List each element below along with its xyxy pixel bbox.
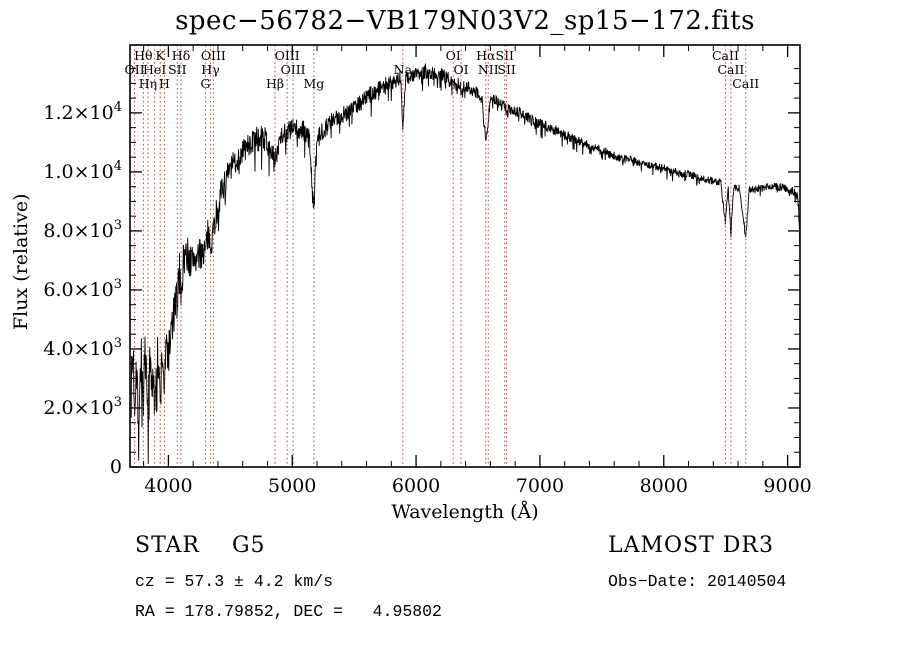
obs-date-value: Obs−Date: 20140504: [608, 572, 787, 591]
y-tick-label: 0: [110, 456, 122, 478]
x-axis-label: Wavelength (Å): [391, 501, 539, 523]
feature-label: Na: [394, 62, 413, 77]
feature-label: Hδ: [172, 48, 190, 63]
cz-value: cz = 57.3 ± 4.2 km/s: [135, 572, 334, 591]
feature-label: CaII: [712, 48, 739, 63]
x-tick-label: 9000: [763, 475, 811, 497]
feature-label: OII: [125, 62, 145, 77]
feature-label: NII: [478, 62, 499, 77]
feature-label: Hη: [139, 76, 157, 91]
plot-frame: [129, 44, 801, 468]
x-tick-label: 8000: [640, 475, 688, 497]
y-tick-label: 2.0×103: [43, 395, 122, 419]
y-tick-label: 6.0×103: [43, 277, 122, 301]
feature-label: CaII: [717, 62, 744, 77]
x-tick-label: 7000: [516, 475, 564, 497]
y-tick-label: 4.0×103: [43, 336, 122, 360]
y-axis-label: Flux (relative): [10, 193, 32, 331]
feature-label: Hα: [476, 48, 496, 63]
x-tick-label: 4000: [144, 475, 192, 497]
feature-label: Hβ: [266, 76, 284, 91]
feature-label: Mg: [304, 76, 325, 91]
feature-label: SII: [497, 62, 516, 77]
feature-label: G: [201, 76, 211, 91]
feature-label: OI: [446, 48, 461, 63]
feature-label: OIII: [281, 62, 306, 77]
y-tick-label: 1.2×104: [43, 100, 122, 124]
feature-label: OIII: [201, 48, 226, 63]
feature-label: Hγ: [201, 62, 219, 77]
y-tick-label: 1.0×104: [43, 159, 122, 183]
feature-label: SII: [496, 48, 515, 63]
x-tick-label: 5000: [268, 475, 316, 497]
spectrum-line: [130, 62, 801, 465]
feature-label: SII: [168, 62, 187, 77]
plot-title: spec−56782−VB179N03V2_sp15−172.fits: [175, 6, 755, 36]
object-class-label: STAR G5: [135, 533, 266, 558]
spectrum-chart: OIIHθHηHeIKHSIIHδGHγOIIIHβOIIIOIIIMgNaOI…: [43, 44, 812, 497]
feature-label: HeI: [143, 62, 166, 77]
feature-label: OIII: [275, 48, 300, 63]
feature-label: H: [159, 76, 170, 91]
feature-label: CaII: [732, 76, 759, 91]
ra-dec-value: RA = 178.79852, DEC = 4.95802: [135, 602, 442, 621]
survey-label: LAMOST DR3: [608, 533, 774, 558]
feature-label: K: [156, 48, 166, 63]
x-tick-label: 6000: [392, 475, 440, 497]
y-tick-label: 8.0×103: [43, 218, 122, 242]
feature-label: OI: [453, 62, 468, 77]
